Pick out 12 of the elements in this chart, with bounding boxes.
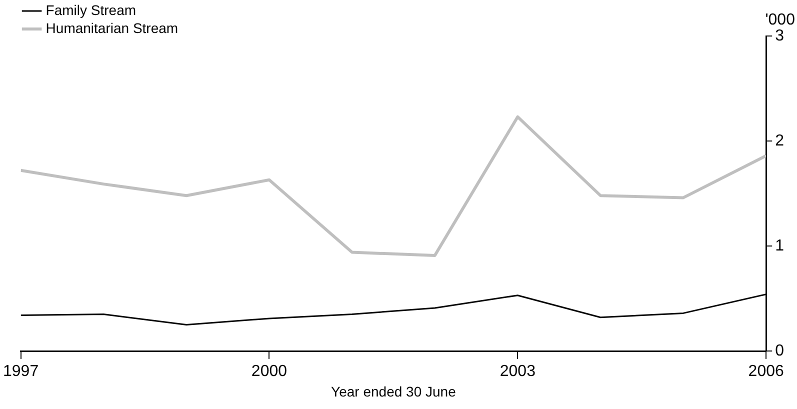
x-tick-label: 2000 (251, 363, 288, 380)
x-tick-label: 2003 (500, 363, 536, 380)
x-axis-title: Year ended 30 June (331, 383, 456, 400)
x-tick-label: 2006 (748, 363, 784, 380)
x-tick-label: 1997 (3, 363, 39, 380)
legend-label: Family Stream (46, 2, 136, 18)
y-tick-label: 2 (775, 132, 784, 150)
y-tick-label: 1 (775, 237, 784, 254)
legend-label: Humanitarian Stream (46, 20, 178, 36)
y-tick-label: 0 (775, 342, 784, 360)
y-tick-label: 3 (775, 27, 784, 44)
y-axis-title: '000 (765, 11, 796, 28)
